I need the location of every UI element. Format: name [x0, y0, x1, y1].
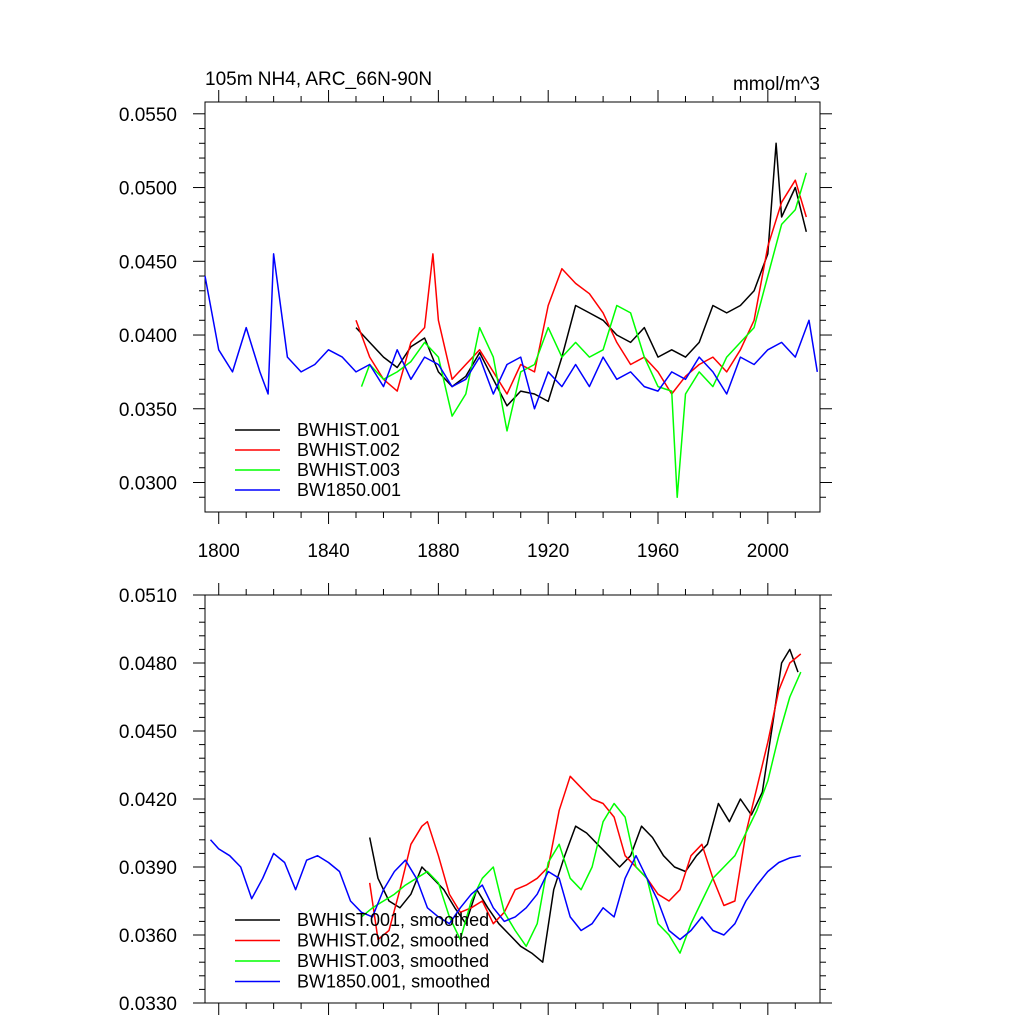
panel-1-legend-label: BW1850.001: [297, 480, 401, 500]
panel-1-series-line-1: [355, 142, 808, 407]
panel-1-y-tick-label: 0.0300: [119, 474, 177, 495]
panel-2-y-tick-label: 0.0420: [119, 790, 177, 811]
panel-1-legend-label: BWHIST.002: [297, 440, 400, 460]
panel-2-series-line-4: [209, 839, 801, 941]
panel-1-series-line-2: [355, 179, 808, 395]
panel-1-x-tick-label: 1920: [527, 541, 569, 562]
panel-2-series-line-2: [368, 653, 802, 941]
panel-2-y-tick-label: 0.0330: [119, 994, 177, 1015]
panel-1-legend-label: BWHIST.001: [297, 420, 400, 440]
panel-1-units: mmol/m^3: [733, 74, 820, 95]
panel-2-series-line-3: [361, 671, 802, 954]
panel-1-y-tick-label: 0.0350: [119, 400, 177, 421]
panel-1-x-tick-label: 1840: [307, 541, 349, 562]
panel-2-series-line-1: [368, 648, 799, 963]
panel-1-title: 105m NH4, ARC_66N-90N: [205, 69, 432, 90]
panel-1-x-tick-label: 1960: [637, 541, 679, 562]
panel-1-y-tick-label: 0.0500: [119, 179, 177, 200]
panel-2-y-tick-label: 0.0450: [119, 722, 177, 743]
panel-2-y-tick-label: 0.0360: [119, 926, 177, 947]
panel-2-legend-label: BW1850.001, smoothed: [297, 972, 490, 992]
panel-1-x-tick-label: 1800: [198, 541, 240, 562]
panel-2-legend-label: BWHIST.001, smoothed: [297, 910, 489, 930]
panel-1-series-line-3: [360, 172, 808, 499]
panel-1-y-tick-label: 0.0450: [119, 252, 177, 273]
panel-1-series-line-4: [204, 253, 819, 410]
panel-2-y-tick-label: 0.0480: [119, 654, 177, 675]
panel-1-y-tick-label: 0.0550: [119, 105, 177, 126]
panel-2-legend-label: BWHIST.003, smoothed: [297, 951, 489, 971]
panel-1-x-tick-label: 2000: [747, 541, 789, 562]
panel-1-y-tick-label: 0.0400: [119, 326, 177, 347]
panel-2-legend-label: BWHIST.002, smoothed: [297, 931, 489, 951]
panel-1-x-tick-label: 1880: [417, 541, 459, 562]
panel-2-y-tick-label: 0.0510: [119, 586, 177, 607]
panel-1-legend-label: BWHIST.003: [297, 460, 400, 480]
panel-2-y-tick-label: 0.0390: [119, 858, 177, 879]
panel-1-frame: [204, 101, 821, 513]
